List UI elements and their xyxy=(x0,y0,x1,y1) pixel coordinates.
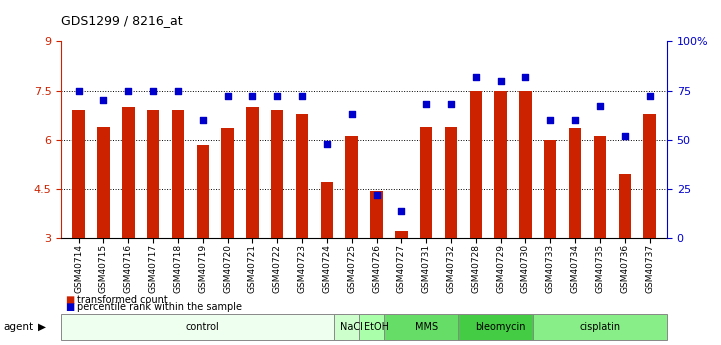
Bar xyxy=(172,110,184,238)
Bar xyxy=(445,127,457,238)
Text: cisplatin: cisplatin xyxy=(580,322,621,332)
Point xyxy=(346,111,358,117)
Point xyxy=(98,98,110,103)
Text: GDS1299 / 8216_at: GDS1299 / 8216_at xyxy=(61,14,183,27)
Text: MMS: MMS xyxy=(415,322,438,332)
Bar xyxy=(469,90,482,238)
Bar xyxy=(359,314,394,340)
Bar xyxy=(544,140,557,238)
Point xyxy=(445,101,456,107)
Point xyxy=(222,94,234,99)
Point xyxy=(520,74,531,80)
Text: transformed count: transformed count xyxy=(77,295,168,305)
Text: percentile rank within the sample: percentile rank within the sample xyxy=(77,302,242,312)
Text: bleomycin: bleomycin xyxy=(475,322,526,332)
Point xyxy=(296,94,308,99)
Text: EtOH: EtOH xyxy=(364,322,389,332)
Point xyxy=(321,141,332,146)
Point xyxy=(570,117,581,123)
Bar xyxy=(335,314,369,340)
Point xyxy=(644,94,655,99)
Text: NaCl: NaCl xyxy=(340,322,363,332)
Bar xyxy=(395,231,407,238)
Bar xyxy=(197,145,209,238)
Bar xyxy=(533,314,667,340)
Text: agent: agent xyxy=(4,322,34,332)
Bar xyxy=(246,107,259,238)
Bar xyxy=(384,314,469,340)
Point xyxy=(172,88,184,93)
Text: ■: ■ xyxy=(65,295,74,305)
Text: ■: ■ xyxy=(65,302,74,312)
Point xyxy=(73,88,84,93)
Point xyxy=(396,208,407,213)
Bar xyxy=(371,190,383,238)
Bar xyxy=(495,90,507,238)
Bar xyxy=(72,110,85,238)
Bar xyxy=(643,114,656,238)
Point xyxy=(147,88,159,93)
Bar xyxy=(321,182,333,238)
Bar xyxy=(459,314,543,340)
Bar xyxy=(97,127,110,238)
Bar xyxy=(345,136,358,238)
Bar xyxy=(420,127,433,238)
Bar xyxy=(221,128,234,238)
Text: ▶: ▶ xyxy=(37,322,45,332)
Point xyxy=(272,94,283,99)
Bar xyxy=(619,174,631,238)
Bar xyxy=(593,136,606,238)
Bar xyxy=(122,107,135,238)
Point xyxy=(247,94,258,99)
Bar xyxy=(271,110,283,238)
Point xyxy=(594,104,606,109)
Point xyxy=(470,74,482,80)
Bar xyxy=(296,114,309,238)
Bar xyxy=(519,90,531,238)
Bar xyxy=(61,314,344,340)
Bar xyxy=(147,110,159,238)
Point xyxy=(495,78,506,83)
Point xyxy=(619,133,630,139)
Point xyxy=(371,192,382,198)
Point xyxy=(197,117,208,123)
Bar xyxy=(569,128,581,238)
Point xyxy=(420,101,432,107)
Point xyxy=(123,88,134,93)
Text: control: control xyxy=(186,322,220,332)
Point xyxy=(544,117,556,123)
